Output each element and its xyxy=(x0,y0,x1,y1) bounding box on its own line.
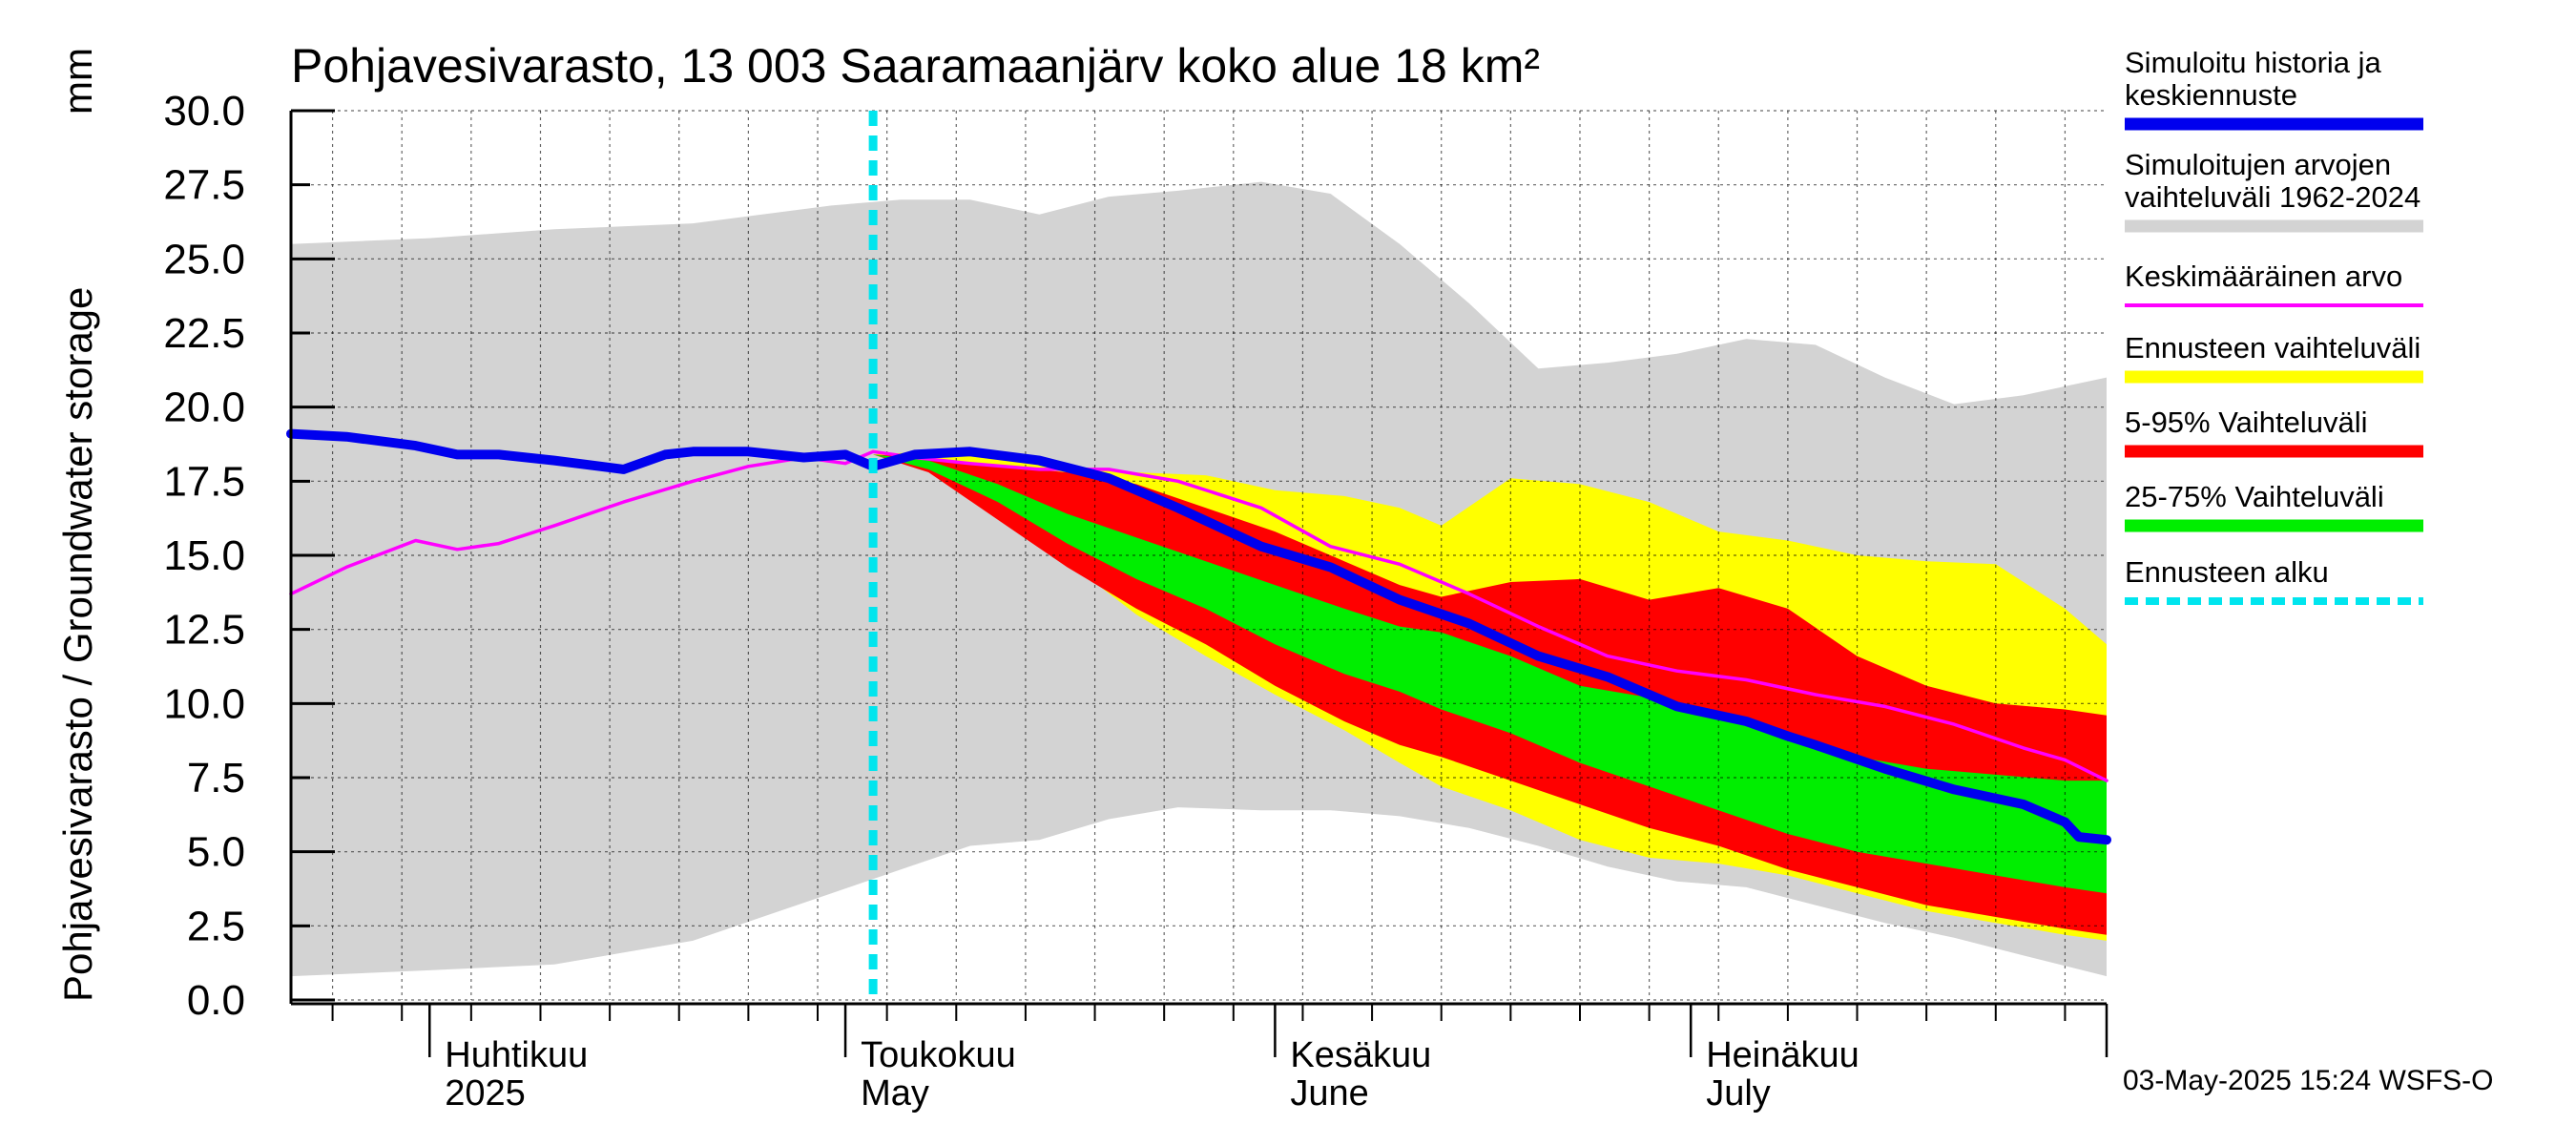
y-tick-label: 30.0 xyxy=(163,88,245,135)
legend-label: Keskimääräinen arvo xyxy=(2125,260,2402,293)
x-year-label: May xyxy=(861,1073,929,1114)
y-tick-label: 22.5 xyxy=(163,310,245,357)
y-tick-label: 0.0 xyxy=(187,977,245,1024)
x-year-label: June xyxy=(1290,1073,1368,1114)
legend-label: keskiennuste xyxy=(2125,78,2297,112)
x-month-label: Kesäkuu xyxy=(1290,1035,1431,1075)
x-month-label: Huhtikuu xyxy=(445,1035,588,1075)
history-median-line xyxy=(286,428,2111,845)
mean-line xyxy=(289,449,2109,782)
chart-title: Pohjavesivarasto, 13 003 Saaramaanjärv k… xyxy=(291,39,1540,93)
legend-label: Ennusteen alku xyxy=(2125,555,2329,589)
legend-label: 5-95% Vaihteluväli xyxy=(2125,406,2367,439)
y-axis-label: Pohjavesivarasto / Groundwater storage xyxy=(55,287,100,1002)
y-tick-label: 15.0 xyxy=(163,532,245,579)
y-tick-label: 7.5 xyxy=(187,755,245,802)
y-tick-label: 27.5 xyxy=(163,162,245,209)
legend-label: Simuloitu historia ja xyxy=(2125,46,2382,79)
chart-areas xyxy=(291,181,2107,977)
y-axis-unit: mm xyxy=(55,48,100,114)
p25-75-band xyxy=(873,454,2107,894)
y-tick-label: 10.0 xyxy=(163,680,245,727)
y-tick-label: 12.5 xyxy=(163,607,245,654)
legend-label: 25-75% Vaihteluväli xyxy=(2125,480,2384,513)
legend-label: Ennusteen vaihteluväli xyxy=(2125,331,2420,364)
footer-timestamp: 03-May-2025 15:24 WSFS-O xyxy=(2123,1065,2494,1096)
x-year-label: July xyxy=(1706,1073,1771,1114)
legend-label: vaihteluväli 1962-2024 xyxy=(2125,180,2420,214)
chart-axes: 0.0 2.5 5.0 7.5 10.0 12.5 15.0 17.5 20.0 22.5 25.0… xyxy=(163,88,2109,1114)
y-tick-label: 17.5 xyxy=(163,458,245,505)
y-tick-label: 5.0 xyxy=(187,829,245,876)
chart-lines xyxy=(286,111,2111,1000)
legend-label: Simuloitujen arvojen xyxy=(2125,148,2391,181)
x-month-label: Toukokuu xyxy=(861,1035,1016,1075)
y-tick-label: 20.0 xyxy=(163,385,245,431)
x-year-label: 2025 xyxy=(445,1073,526,1114)
x-month-label: Heinäkuu xyxy=(1706,1035,1859,1075)
y-tick-label: 25.0 xyxy=(163,236,245,282)
y-tick-label: 2.5 xyxy=(187,903,245,949)
